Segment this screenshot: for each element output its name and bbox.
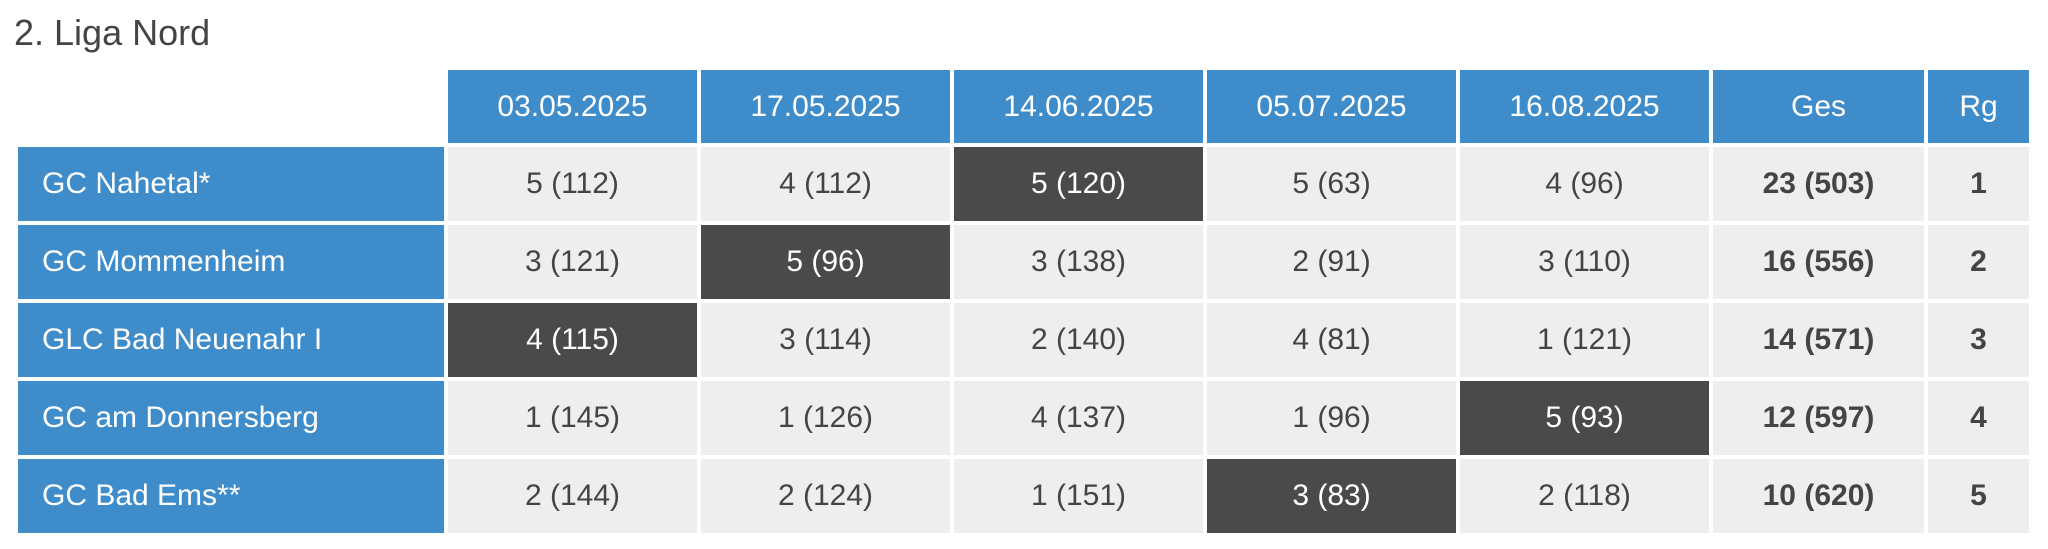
corner — [18, 70, 444, 143]
column-header: Rg — [1928, 70, 2029, 143]
score-cell: 5 (93) — [1460, 381, 1709, 455]
total-cell: 14 (571) — [1713, 303, 1924, 377]
score-cell: 2 (144) — [448, 459, 697, 533]
score-cell: 5 (112) — [448, 147, 697, 221]
score-cell: 5 (96) — [701, 225, 950, 299]
rank-cell: 4 — [1928, 381, 2029, 455]
score-cell: 4 (115) — [448, 303, 697, 377]
rank-cell: 3 — [1928, 303, 2029, 377]
score-cell: 1 (151) — [954, 459, 1203, 533]
column-header: 14.06.2025 — [954, 70, 1203, 143]
team-name: GC Nahetal* — [18, 147, 444, 221]
team-name: GC Mommenheim — [18, 225, 444, 299]
total-cell: 16 (556) — [1713, 225, 1924, 299]
column-header: 16.08.2025 — [1460, 70, 1709, 143]
total-cell: 12 (597) — [1713, 381, 1924, 455]
column-header: Ges — [1713, 70, 1924, 143]
score-cell: 3 (121) — [448, 225, 697, 299]
score-cell: 1 (126) — [701, 381, 950, 455]
rank-cell: 1 — [1928, 147, 2029, 221]
total-cell: 10 (620) — [1713, 459, 1924, 533]
rank-cell: 2 — [1928, 225, 2029, 299]
score-cell: 3 (83) — [1207, 459, 1456, 533]
score-cell: 3 (114) — [701, 303, 950, 377]
column-header: 17.05.2025 — [701, 70, 950, 143]
score-cell: 5 (120) — [954, 147, 1203, 221]
score-cell: 3 (110) — [1460, 225, 1709, 299]
score-cell: 2 (140) — [954, 303, 1203, 377]
column-header: 03.05.2025 — [448, 70, 697, 143]
table-title: 2. Liga Nord — [14, 12, 211, 53]
score-cell: 3 (138) — [954, 225, 1203, 299]
score-cell: 1 (96) — [1207, 381, 1456, 455]
score-cell: 4 (96) — [1460, 147, 1709, 221]
rank-cell: 5 — [1928, 459, 2029, 533]
score-cell: 2 (124) — [701, 459, 950, 533]
team-name: GC am Donnersberg — [18, 381, 444, 455]
score-cell: 4 (137) — [954, 381, 1203, 455]
score-cell: 4 (112) — [701, 147, 950, 221]
team-name: GC Bad Ems** — [18, 459, 444, 533]
score-cell: 4 (81) — [1207, 303, 1456, 377]
score-cell: 5 (63) — [1207, 147, 1456, 221]
score-cell: 2 (91) — [1207, 225, 1456, 299]
total-cell: 23 (503) — [1713, 147, 1924, 221]
team-name: GLC Bad Neuenahr I — [18, 303, 444, 377]
score-cell: 1 (145) — [448, 381, 697, 455]
score-cell: 1 (121) — [1460, 303, 1709, 377]
standings-table: 03.05.2025 17.05.2025 14.06.2025 05.07.2025… — [18, 70, 2029, 533]
column-header: 05.07.2025 — [1207, 70, 1456, 143]
score-cell: 2 (118) — [1460, 459, 1709, 533]
